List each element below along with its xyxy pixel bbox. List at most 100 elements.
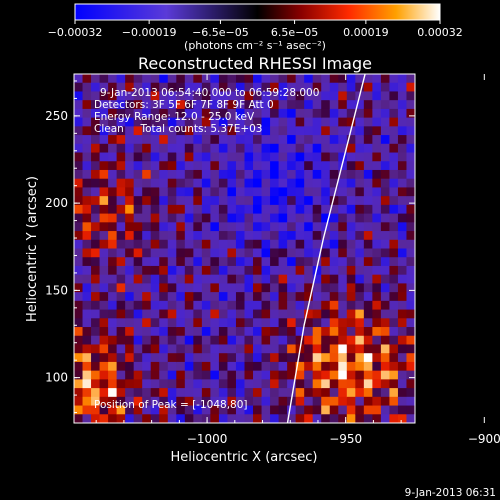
heatmap-cell: [116, 309, 126, 319]
heatmap-cell: [397, 292, 408, 302]
heatmap-cell: [227, 143, 237, 154]
heatmap-cell: [142, 204, 152, 215]
heatmap-cell: [397, 414, 408, 423]
heatmap-cell: [295, 161, 305, 171]
heatmap-cell: [235, 353, 246, 363]
heatmap-cell: [380, 257, 391, 267]
heatmap-cell: [253, 91, 263, 101]
heatmap-cell: [253, 74, 263, 84]
heatmap-cell: [91, 327, 101, 337]
heatmap-cell: [389, 178, 399, 189]
heatmap-cell: [108, 91, 118, 101]
heatmap-cell: [363, 152, 373, 162]
heatmap-cell: [355, 257, 365, 267]
heatmap-cell: [108, 222, 118, 232]
heatmap-cell: [244, 274, 254, 284]
heatmap-cell: [329, 100, 339, 110]
heatmap-cell: [116, 239, 126, 250]
heatmap-cell: [397, 222, 408, 232]
heatmap-cell: [91, 91, 101, 101]
heatmap-cell: [91, 344, 101, 354]
heatmap-cell: [227, 126, 237, 136]
heatmap-cell: [329, 74, 339, 84]
heatmap-cell: [287, 414, 297, 423]
heatmap-cell: [287, 196, 297, 206]
heatmap-cell: [108, 213, 118, 223]
heatmap-cell: [210, 283, 220, 293]
heatmap-cell: [346, 239, 356, 250]
heatmap-cell: [397, 108, 408, 119]
heatmap-cell: [218, 222, 229, 232]
heatmap-cell: [270, 370, 280, 380]
heatmap-cell: [244, 405, 254, 415]
heatmap-cell: [372, 135, 382, 145]
heatmap-cell: [201, 91, 211, 101]
heatmap-cell: [167, 361, 177, 372]
heatmap-cell: [210, 353, 220, 363]
heatmap-cell: [116, 213, 126, 223]
heatmap-cell: [253, 274, 263, 284]
heatmap-cell: [295, 318, 305, 328]
heatmap-cell: [235, 239, 246, 250]
heatmap-cell: [125, 265, 135, 276]
heatmap-cell: [235, 169, 246, 180]
heatmap-cell: [312, 248, 322, 258]
heatmap-cell: [201, 169, 211, 180]
heatmap-cell: [176, 178, 186, 189]
heatmap-cell: [253, 388, 263, 398]
heatmap-cell: [372, 213, 382, 223]
heatmap-cell: [270, 108, 280, 119]
heatmap-cell: [253, 100, 263, 110]
heatmap-cell: [125, 335, 135, 346]
heatmap-cell: [406, 82, 415, 93]
heatmap-cell: [253, 222, 263, 232]
heatmap-cell: [193, 169, 203, 180]
heatmap-cell: [304, 108, 314, 119]
heatmap-cell: [380, 300, 391, 311]
heatmap-cell: [184, 74, 194, 84]
heatmap-cell: [150, 327, 160, 337]
heatmap-cell: [91, 108, 101, 119]
heatmap-cell: [82, 108, 92, 119]
heatmap-cell: [227, 108, 237, 119]
heatmap-cell: [99, 344, 109, 354]
heatmap-cell: [210, 196, 220, 206]
heatmap-cell: [218, 100, 229, 110]
heatmap-cell: [218, 309, 229, 319]
heatmap-cell: [133, 187, 143, 197]
heatmap-cell: [329, 248, 339, 258]
heatmap-cell: [270, 344, 280, 354]
heatmap-cell: [193, 117, 203, 127]
heatmap-cell: [372, 318, 382, 328]
heatmap-cell: [176, 196, 186, 206]
heatmap-cell: [218, 82, 229, 93]
heatmap-cell: [235, 178, 246, 189]
heatmap-cell: [295, 187, 305, 197]
heatmap-cell: [176, 108, 186, 119]
heatmap-cell: [372, 274, 382, 284]
heatmap-cell: [304, 248, 314, 258]
heatmap-cell: [321, 82, 331, 93]
heatmap-cell: [116, 169, 126, 180]
heatmap-cell: [261, 353, 271, 363]
heatmap-cell: [389, 74, 399, 84]
heatmap-cell: [321, 274, 331, 284]
heatmap-cell: [116, 178, 126, 189]
heatmap-cell: [184, 196, 194, 206]
heatmap-cell: [363, 292, 373, 302]
heatmap-cell: [355, 353, 365, 363]
heatmap-cell: [235, 361, 246, 372]
heatmap-cell: [363, 213, 373, 223]
heatmap-cell: [159, 318, 169, 328]
heatmap-cell: [91, 231, 101, 241]
heatmap-cell: [82, 318, 92, 328]
heatmap-cell: [338, 361, 348, 372]
heatmap-cell: [176, 318, 186, 328]
heatmap-cell: [116, 248, 126, 258]
heatmap-cell: [125, 169, 135, 180]
heatmap-cell: [82, 265, 92, 276]
heatmap-cell: [159, 169, 169, 180]
heatmap-cell: [133, 274, 143, 284]
heatmap-cell: [397, 169, 408, 180]
heatmap-cell: [142, 388, 152, 398]
